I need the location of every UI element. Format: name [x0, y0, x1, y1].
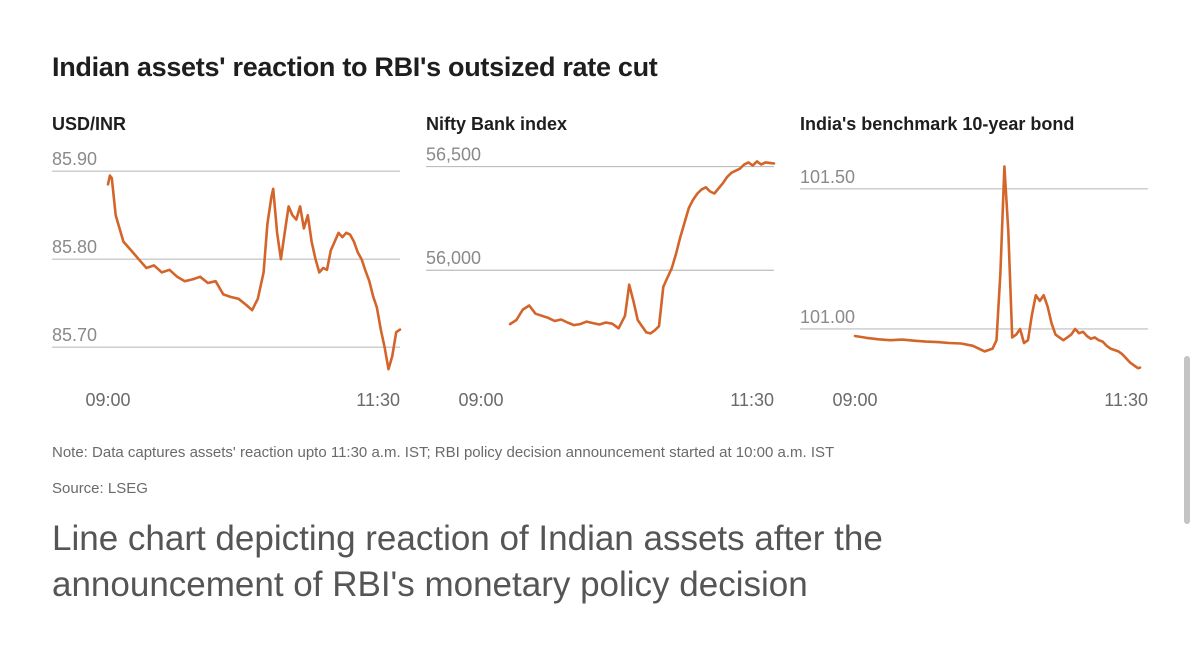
chart-note: Note: Data captures assets' reaction upt… [52, 444, 835, 461]
usdinr-ytick-label: 85.70 [52, 325, 97, 345]
usdinr-xtick-start: 09:00 [85, 390, 130, 410]
bond-series-line [853, 165, 1142, 370]
bond-ytick-label: 101.50 [800, 167, 855, 187]
bond-xtick-end: 11:30 [1104, 390, 1148, 410]
panel-title-usdinr: USD/INR [52, 114, 127, 134]
usdinr-ytick-label: 85.80 [52, 237, 97, 257]
bond-ytick-label: 101.00 [800, 307, 855, 327]
usdinr-ytick-label: 85.90 [52, 149, 97, 169]
chart-title: Indian assets' reaction to RBI's outsize… [52, 52, 658, 82]
usdinr-xtick-end: 11:30 [356, 390, 400, 410]
nifty-bank-xtick-start: 09:00 [458, 390, 503, 410]
bond-xtick-start: 09:00 [832, 390, 877, 410]
nifty-bank-xtick-end: 11:30 [730, 390, 774, 410]
usdinr-series-line [106, 174, 402, 371]
chart-source: Source: LSEG [52, 480, 148, 497]
image-caption: Line chart depicting reaction of Indian … [52, 519, 883, 604]
nifty-bank-ytick-label: 56,500 [426, 145, 481, 165]
scrollbar-thumb[interactable] [1184, 356, 1190, 524]
panel-title-nifty-bank: Nifty Bank index [426, 114, 568, 134]
nifty-bank-series-line [508, 160, 776, 335]
panel-title-10y-bond: India's benchmark 10-year bond [800, 114, 1075, 134]
nifty-bank-ytick-label: 56,000 [426, 248, 481, 268]
